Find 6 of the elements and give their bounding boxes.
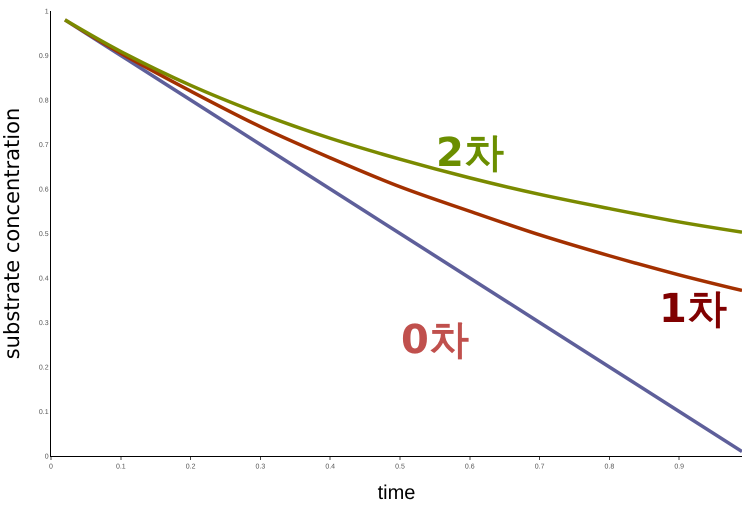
x-axis-title: time xyxy=(378,482,416,504)
series-label: 0차 xyxy=(401,317,469,363)
line-series xyxy=(63,18,742,234)
y-axis-title: substrate concentration xyxy=(0,108,24,360)
series-label: 1차 xyxy=(659,286,727,332)
series-label: 2차 xyxy=(436,130,504,176)
